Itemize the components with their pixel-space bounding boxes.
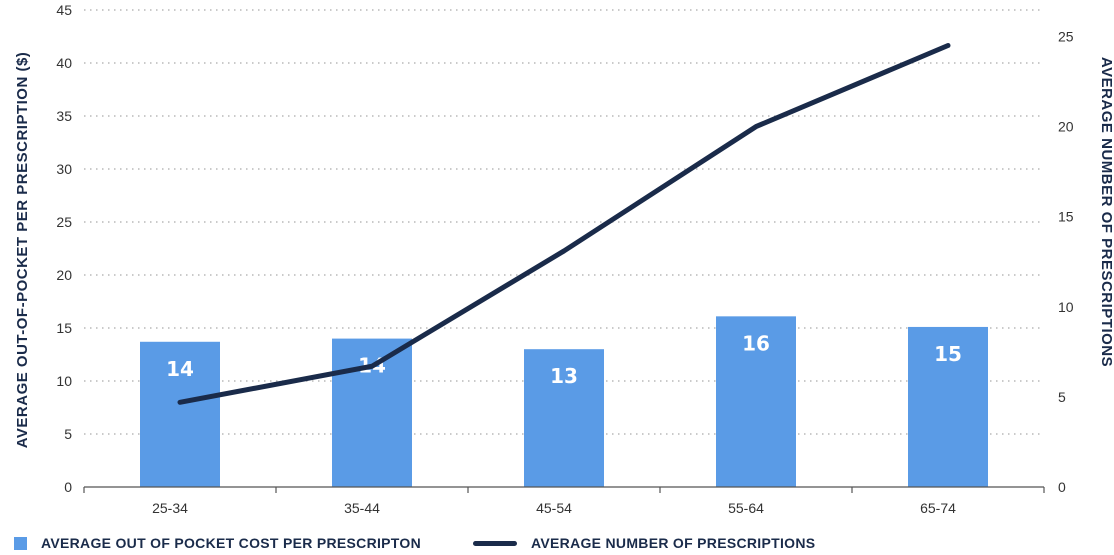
x-tick-label: 55-64 [728, 500, 764, 516]
right-tick-label: 20 [1058, 119, 1074, 135]
x-tick-label: 25-34 [152, 500, 188, 516]
legend-bar-label: AVERAGE OUT OF POCKET COST PER PRESCRIPT… [41, 535, 422, 551]
bar-value-label: 16 [742, 331, 770, 355]
left-tick-label: 45 [56, 2, 72, 18]
bar-value-label: 14 [166, 357, 194, 381]
left-tick-label: 40 [56, 55, 72, 71]
left-y-axis: 0 5 10 15 20 25 30 35 40 45 [56, 2, 72, 495]
legend-bar-swatch [14, 536, 27, 550]
x-tick-label: 65-74 [920, 500, 956, 516]
line-series [177, 43, 951, 405]
left-tick-label: 10 [56, 373, 72, 389]
right-y-axis: 0 5 10 15 20 25 [1058, 28, 1074, 495]
legend-item-bar: AVERAGE OUT OF POCKET COST PER PRESCRIPT… [14, 535, 421, 551]
left-tick-label: 20 [56, 267, 72, 283]
left-tick-label: 15 [56, 320, 72, 336]
bar-value-label: 15 [934, 342, 962, 366]
left-tick-label: 30 [56, 161, 72, 177]
left-tick-label: 0 [64, 479, 72, 495]
right-tick-label: 5 [1058, 389, 1066, 405]
legend-item-line: AVERAGE NUMBER OF PRESCRIPTIONS [473, 535, 815, 551]
left-axis-title: AVERAGE OUT-OF-POCKET PER PRESCRIPTION (… [14, 52, 31, 449]
legend-line-swatch [473, 540, 518, 546]
left-tick-label: 5 [64, 426, 72, 442]
x-axis: 25-34 35-44 45-54 55-64 65-74 [83, 486, 1045, 516]
right-tick-label: 25 [1058, 28, 1074, 44]
legend-line-label: AVERAGE NUMBER OF PRESCRIPTIONS [531, 535, 816, 551]
bar [908, 326, 988, 487]
x-tick-label: 45-54 [536, 500, 572, 516]
right-tick-label: 0 [1058, 479, 1066, 495]
bar [332, 338, 412, 487]
right-tick-label: 15 [1058, 209, 1074, 225]
left-tick-label: 35 [56, 108, 72, 124]
right-axis-title: AVERAGE NUMBER OF PRESCRIPTIONS [1098, 57, 1114, 367]
bar-value-label: 13 [550, 364, 578, 388]
left-tick-label: 25 [56, 214, 72, 230]
x-tick-label: 35-44 [344, 500, 380, 516]
legend: AVERAGE OUT OF POCKET COST PER PRESCRIPT… [14, 533, 867, 553]
bar-series [140, 316, 988, 487]
right-tick-label: 10 [1058, 299, 1074, 315]
line-path [177, 43, 951, 405]
bar [140, 341, 220, 487]
bar [524, 349, 604, 487]
bar [716, 316, 796, 487]
